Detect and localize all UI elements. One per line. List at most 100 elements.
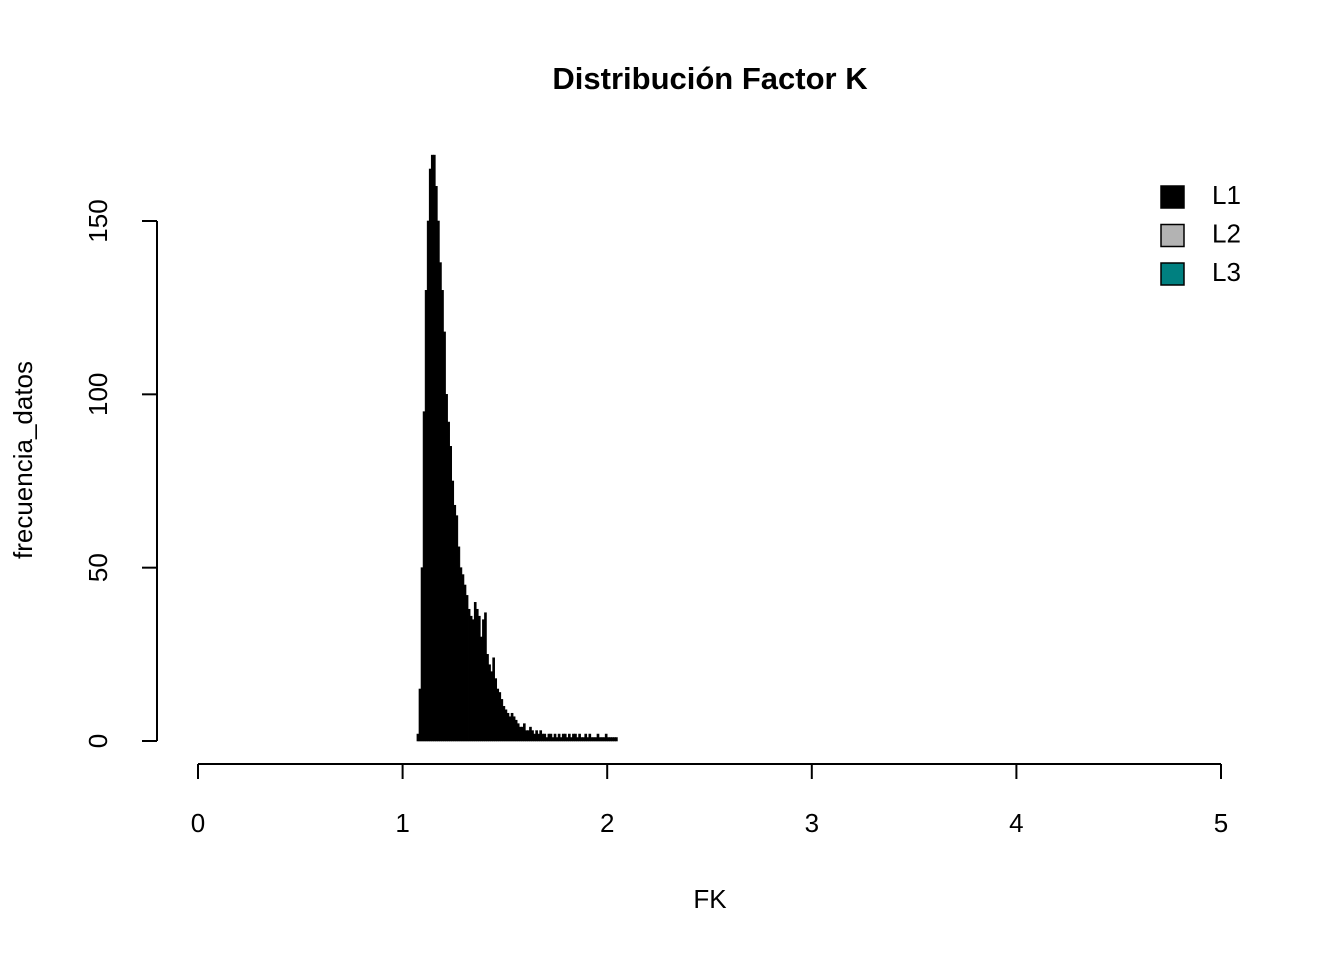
bar [488,664,491,742]
y-tick-label: 100 [83,373,113,416]
x-tick-label: 5 [1214,808,1228,838]
bar [545,737,549,742]
bar [424,290,428,742]
bar [582,737,585,742]
bar [559,737,563,742]
bar [422,411,426,742]
x-tick-label: 4 [1009,808,1023,838]
bar [498,692,502,742]
y-tick-label: 50 [83,553,113,582]
bar [435,186,438,742]
bar [561,733,565,742]
bar [443,331,446,742]
bar [553,733,557,742]
bar [613,737,616,742]
bar [453,504,457,742]
bar [471,619,475,742]
x-tick-label: 1 [395,808,409,838]
bar [541,733,545,742]
bar [586,737,590,742]
bar [426,220,430,742]
bar [484,612,487,742]
bar [588,733,592,742]
legend-label: L1 [1212,180,1241,210]
bar [576,737,579,742]
bar [416,733,420,742]
bar [445,394,448,742]
bar [539,730,543,742]
bar [516,723,520,742]
bar [486,654,489,742]
bar [535,730,538,742]
bar [604,733,608,742]
bar [568,733,571,742]
bar [520,726,524,742]
legend-label: L2 [1212,218,1241,248]
bar [475,608,479,742]
bar [537,733,540,742]
bar [508,716,512,742]
x-tick-label: 3 [805,808,819,838]
bar [557,733,561,742]
bar [451,480,455,742]
legend-swatch [1160,185,1185,209]
y-tick-label: 0 [83,734,113,748]
bar [441,290,444,742]
legend-label: L3 [1212,257,1241,287]
bar [492,657,495,742]
bar [473,602,477,742]
bar [437,220,440,742]
bar [478,615,481,742]
bar [418,688,422,742]
bar [518,726,522,742]
bar [594,737,598,742]
bar [563,733,567,742]
bar [584,733,588,742]
x-axis-label: FK [693,884,727,914]
bar [482,619,485,742]
legend-swatch [1160,223,1185,248]
bar [525,730,528,742]
bar [602,737,606,742]
bar [510,712,514,742]
bar [457,546,461,742]
bar [574,733,577,742]
bar [590,737,594,742]
bar [447,421,450,742]
bar [467,608,471,742]
bar [608,737,612,742]
bar [531,730,534,742]
bar [598,737,602,742]
bar [555,737,559,742]
bar [449,446,453,742]
bar [502,706,506,742]
bar [512,716,516,742]
bar [428,168,432,742]
bar [551,737,555,742]
bar [432,154,436,742]
bar [529,726,532,742]
bar [465,595,469,742]
bar [606,737,610,742]
bar [469,615,473,742]
bar [580,737,583,742]
bar [459,567,463,742]
bar [514,719,518,742]
bar [549,733,553,742]
x-tick-label: 0 [191,808,205,838]
bar [610,737,614,742]
y-tick-label: 150 [83,199,113,242]
bar [596,733,600,742]
chart-title: Distribución Factor K [552,61,868,96]
bar [496,688,500,742]
bar [490,671,493,742]
bar [578,733,581,742]
bar [504,709,508,742]
bar [565,737,569,742]
bar [439,262,442,742]
bar [500,699,504,742]
bar [420,567,424,742]
bar [547,733,551,742]
bar [527,730,530,742]
